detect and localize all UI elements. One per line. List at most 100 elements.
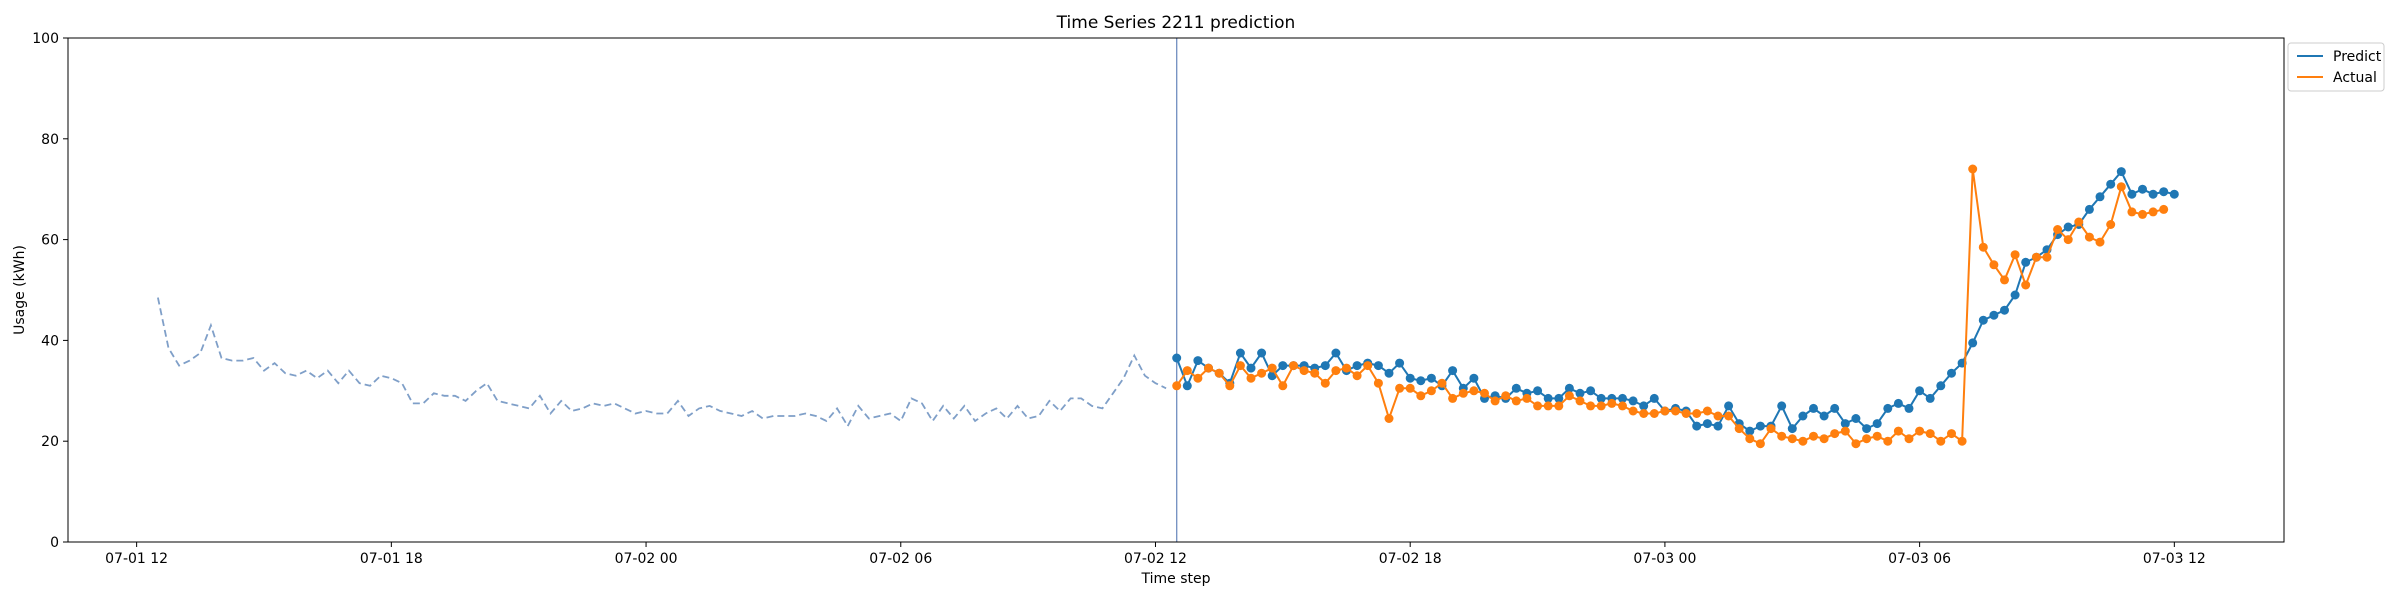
point-actual-69 <box>1904 434 1914 444</box>
point-actual-70 <box>1915 426 1925 436</box>
point-actual-75 <box>1968 164 1978 174</box>
point-predict-35 <box>1543 393 1553 403</box>
point-actual-48 <box>1681 409 1691 418</box>
x-tick-label-07-02-12: 07-02 12 <box>1124 551 1187 567</box>
point-predict-58 <box>1787 424 1797 434</box>
point-actual-2 <box>1193 373 1203 383</box>
point-predict-88 <box>2106 179 2116 189</box>
legend-label-actual: Actual <box>2333 70 2377 86</box>
plot-frame <box>67 37 2285 543</box>
x-tick-label-07-03-00: 07-03 00 <box>1633 551 1696 567</box>
point-predict-42 <box>1618 393 1627 403</box>
point-actual-46 <box>1660 406 1670 416</box>
point-actual-13 <box>1310 368 1320 378</box>
x-tick-label-07-02-06: 07-02 06 <box>869 551 932 567</box>
legend: Predict Actual <box>2287 42 2385 92</box>
point-actual-3 <box>1204 363 1213 373</box>
point-actual-31 <box>1501 391 1511 401</box>
y-tick-label-60: 60 <box>41 233 59 249</box>
y-tick-label-20: 20 <box>41 434 59 450</box>
point-predict-24 <box>1426 373 1436 383</box>
point-predict-71 <box>1925 393 1935 403</box>
x-tick-label-07-02-18: 07-02 18 <box>1379 551 1442 567</box>
point-actual-5 <box>1225 381 1235 391</box>
point-actual-76 <box>1978 242 1988 252</box>
point-actual-54 <box>1745 434 1755 444</box>
point-predict-75 <box>1968 338 1978 348</box>
point-actual-9 <box>1267 363 1277 373</box>
point-predict-59 <box>1798 411 1808 421</box>
point-actual-25 <box>1437 378 1447 388</box>
point-predict-36 <box>1554 393 1564 403</box>
point-actual-33 <box>1522 393 1532 403</box>
point-actual-79 <box>2010 250 2020 260</box>
point-predict-92 <box>2148 189 2158 199</box>
point-actual-62 <box>1830 429 1840 439</box>
point-actual-49 <box>1692 409 1702 418</box>
point-predict-54 <box>1745 426 1755 436</box>
point-actual-39 <box>1586 401 1596 411</box>
point-actual-30 <box>1490 396 1500 406</box>
y-tick-label-40: 40 <box>41 333 59 349</box>
point-actual-29 <box>1480 388 1489 398</box>
point-actual-51 <box>1713 411 1723 421</box>
point-actual-66 <box>1872 431 1882 441</box>
point-predict-19 <box>1373 361 1383 371</box>
point-predict-69 <box>1904 403 1914 413</box>
point-actual-18 <box>1363 361 1373 371</box>
point-predict-21 <box>1395 358 1405 368</box>
x-tick-label-07-02-00: 07-02 00 <box>615 551 678 567</box>
point-predict-72 <box>1936 381 1946 391</box>
point-actual-45 <box>1649 409 1659 418</box>
point-actual-87 <box>2095 237 2105 247</box>
point-actual-59 <box>1798 436 1808 446</box>
x-tick-label-07-03-06: 07-03 06 <box>1888 551 1951 567</box>
point-actual-64 <box>1851 439 1861 449</box>
y-axis-label: Usage (kWh) <box>12 245 28 335</box>
point-actual-20 <box>1384 414 1394 423</box>
point-predict-62 <box>1830 403 1840 413</box>
point-predict-70 <box>1915 386 1925 396</box>
point-actual-17 <box>1352 371 1362 381</box>
point-predict-44 <box>1639 401 1649 411</box>
point-predict-63 <box>1840 419 1850 429</box>
point-actual-86 <box>2084 232 2094 242</box>
point-actual-1 <box>1182 366 1192 376</box>
point-predict-77 <box>1989 310 1999 320</box>
point-actual-8 <box>1257 368 1267 378</box>
point-actual-40 <box>1596 401 1606 411</box>
point-actual-41 <box>1607 398 1617 408</box>
x-tick-label-07-03-12: 07-03 12 <box>2143 551 2206 567</box>
point-actual-92 <box>2148 207 2158 217</box>
point-predict-90 <box>2127 189 2137 199</box>
point-predict-38 <box>1575 388 1585 398</box>
point-actual-7 <box>1246 373 1256 383</box>
point-predict-14 <box>1320 361 1330 371</box>
point-actual-68 <box>1893 426 1903 436</box>
point-actual-22 <box>1405 383 1415 393</box>
point-actual-71 <box>1925 429 1935 439</box>
point-predict-40 <box>1596 393 1606 403</box>
point-predict-15 <box>1331 348 1341 358</box>
point-actual-57 <box>1777 431 1787 441</box>
point-actual-63 <box>1840 426 1850 436</box>
point-predict-60 <box>1809 403 1818 413</box>
point-actual-23 <box>1416 391 1426 401</box>
point-predict-45 <box>1649 393 1659 403</box>
point-predict-22 <box>1405 373 1415 383</box>
point-predict-39 <box>1586 386 1596 396</box>
point-actual-85 <box>2074 217 2084 227</box>
point-actual-56 <box>1766 424 1776 434</box>
point-predict-55 <box>1755 421 1765 431</box>
y-tick-label-0: 0 <box>50 535 59 551</box>
point-actual-52 <box>1724 411 1734 421</box>
point-actual-61 <box>1819 434 1829 444</box>
point-predict-87 <box>2095 192 2105 202</box>
point-actual-12 <box>1299 366 1309 376</box>
point-predict-64 <box>1851 414 1861 423</box>
point-actual-38 <box>1575 396 1585 406</box>
point-actual-26 <box>1448 393 1458 403</box>
point-actual-11 <box>1289 361 1298 371</box>
point-actual-19 <box>1373 378 1383 388</box>
